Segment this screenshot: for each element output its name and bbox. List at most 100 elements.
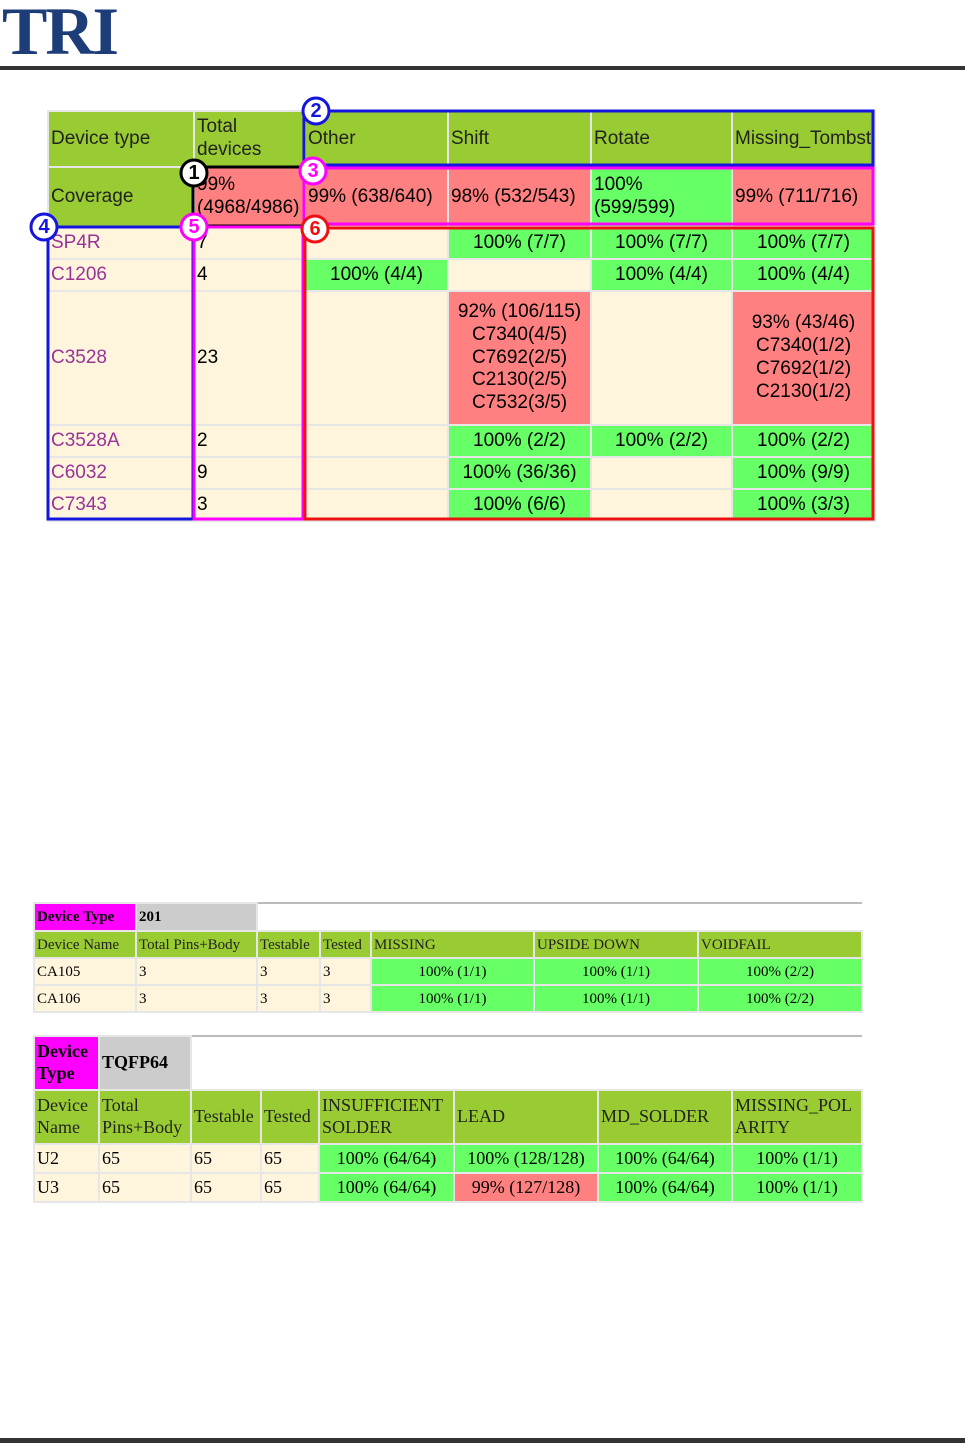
- table-cell: 100% (2/2): [697, 984, 863, 1013]
- table-cell: 65: [260, 1172, 320, 1203]
- column-header: Testable: [256, 930, 321, 959]
- table-cell: 100% (128/128): [453, 1143, 599, 1174]
- table-cell: 99% (4968/4986): [193, 166, 306, 228]
- column-header: Device Name: [33, 1089, 100, 1145]
- table-cell: 100% (2/2): [590, 424, 733, 458]
- table-row: U2 65 65 65 100% (64/64) 100% (128/128) 100% (…: [33, 1143, 864, 1174]
- cell-line: 93% (43/46): [751, 312, 856, 334]
- table-cell: U3: [33, 1172, 100, 1203]
- logo: TRI: [2, 0, 119, 69]
- table-cell: 65: [98, 1172, 192, 1203]
- table-cell: 100% (2/2): [447, 424, 592, 458]
- table-cell: 100% (64/64): [318, 1143, 455, 1174]
- table-row: Device Type TQFP64: [33, 1035, 863, 1091]
- table-cell: 65: [190, 1143, 262, 1174]
- table-cell: 65: [260, 1143, 320, 1174]
- column-header: Total devices: [193, 110, 306, 168]
- table-row: Device Name Total Pins+Body Testable Tested…: [33, 930, 863, 959]
- table-cell: 99% (711/716): [731, 166, 876, 228]
- table-row: C7343 3 100% (6/6) 100% (3/3): [47, 488, 876, 522]
- table-cell: 23: [193, 290, 306, 426]
- table-row: CA106 3 3 3 100% (1/1) 100% (1/1) 100% (2/2): [33, 984, 863, 1013]
- table-cell: 100% (36/36): [447, 456, 592, 490]
- column-header: Tested: [260, 1089, 320, 1145]
- table-cell: 100% (1/1): [533, 984, 699, 1013]
- device-link[interactable]: SP4R: [47, 226, 195, 260]
- column-header: UPSIDE DOWN: [533, 930, 699, 959]
- table-cell: 99% (638/640): [304, 166, 449, 228]
- column-header: Rotate: [590, 110, 733, 168]
- table-row: SP4R 7 100% (7/7) 100% (7/7) 100% (7/7): [47, 226, 876, 260]
- device-type-value: TQFP64: [98, 1035, 192, 1091]
- cell-line: C7340(1/2): [755, 335, 852, 357]
- device-link[interactable]: C1206: [47, 258, 195, 292]
- table-cell: 100% (1/1): [730, 1172, 864, 1203]
- table-cell: [590, 456, 733, 490]
- cell-line: C2130(1/2): [755, 380, 852, 402]
- device-type-label: Device Type: [33, 902, 137, 932]
- column-header: MISSING: [370, 930, 535, 959]
- table-row: Coverage 99% (4968/4986) 99% (638/640) 98% …: [47, 166, 876, 228]
- table-row: Device type Total devices Other Shift Rotate…: [47, 110, 876, 168]
- table-row: Device Name Total Pins+Body Testable Tested…: [33, 1089, 864, 1145]
- table-cell: 3: [256, 984, 321, 1013]
- table-row: C1206 4 100% (4/4) 100% (4/4) 100% (4/4): [47, 258, 876, 292]
- table-cell: 92% (106/115) C7340(4/5) C7692(2/5) C2130(2…: [447, 290, 592, 426]
- table-cell: 100% (9/9): [731, 456, 876, 490]
- cell-line: C7692(1/2): [755, 358, 852, 379]
- table-cell: 100% (4/4): [590, 258, 733, 292]
- column-header: MD_SOLDER: [597, 1089, 733, 1145]
- table-cell: 3: [135, 957, 258, 986]
- table-cell: 4: [193, 258, 306, 292]
- table-cell: 100% (7/7): [590, 226, 733, 260]
- table-cell: 98% (532/543): [447, 166, 592, 228]
- table-cell: 100% (64/64): [597, 1143, 733, 1174]
- table-cell: [304, 456, 449, 490]
- column-header: Device Name: [33, 930, 137, 959]
- table-cell: 100% (4/4): [731, 258, 876, 292]
- table-cell: [590, 290, 733, 426]
- table-row: C3528 23 92% (106/115) C7340(4/5) C7692(2/5)…: [47, 290, 876, 426]
- table-row: C3528A 2 100% (2/2) 100% (2/2) 100% (2/2): [47, 424, 876, 458]
- device-table-tqfp64: Device Type TQFP64 Device Name Total Pins+B…: [33, 1035, 864, 1203]
- column-header: Total Pins+Body: [98, 1089, 192, 1145]
- cell-line: C7532(3/5): [471, 392, 568, 414]
- table-row: C6032 9 100% (36/36) 100% (9/9): [47, 456, 876, 490]
- footer-rule: [0, 1438, 965, 1443]
- table-cell: CA105: [33, 957, 137, 986]
- device-table-201: Device Type 201 Device Name Total Pins+Body…: [33, 902, 863, 1013]
- table-cell: 3: [135, 984, 258, 1013]
- table-cell: U2: [33, 1143, 100, 1174]
- device-type-value: 201: [135, 902, 258, 932]
- column-header: INSUFFICIENT SOLDER: [318, 1089, 455, 1145]
- device-link[interactable]: C3528A: [47, 424, 195, 458]
- table-cell: [304, 290, 449, 426]
- table-cell: 3: [193, 488, 306, 522]
- device-link[interactable]: C7343: [47, 488, 195, 522]
- table-cell: [304, 488, 449, 522]
- device-link[interactable]: C3528: [47, 290, 195, 426]
- table-cell: 100% (2/2): [731, 424, 876, 458]
- table-cell: 100% (7/7): [731, 226, 876, 260]
- cell-line: C2130(2/5): [471, 369, 568, 391]
- column-header: VOIDFAIL: [697, 930, 863, 959]
- table-cell: 2: [193, 424, 306, 458]
- device-link[interactable]: C6032: [47, 456, 195, 490]
- table-cell: 7: [193, 226, 306, 260]
- column-header: Shift: [447, 110, 592, 168]
- column-header: Testable: [190, 1089, 262, 1145]
- table-cell: 100% (1/1): [370, 957, 535, 986]
- table-cell: 3: [319, 957, 372, 986]
- table-cell: 100% (599/599): [590, 166, 733, 228]
- table-cell: 65: [190, 1172, 262, 1203]
- table-cell: 100% (64/64): [318, 1172, 455, 1203]
- table-cell: 100% (7/7): [447, 226, 592, 260]
- table-cell: 100% (1/1): [370, 984, 535, 1013]
- cell-line: 92% (106/115): [457, 301, 582, 322]
- table-cell: 100% (3/3): [731, 488, 876, 522]
- table-cell: [590, 488, 733, 522]
- table-cell: 65: [98, 1143, 192, 1174]
- column-header: Missing_Tombston_Billboard: [731, 110, 876, 168]
- column-header: LEAD: [453, 1089, 599, 1145]
- table-cell: [447, 258, 592, 292]
